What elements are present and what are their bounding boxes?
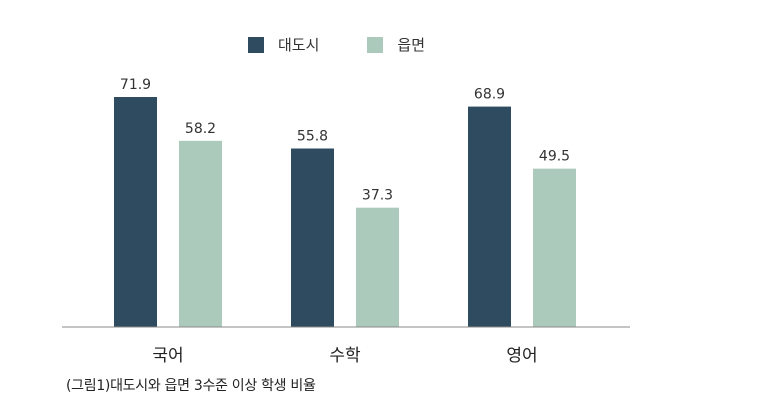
bar-group	[114, 97, 576, 327]
data-label-metro-0: 71.9	[120, 77, 151, 93]
bar-rural-2	[533, 168, 576, 327]
data-label-rural-0: 58.2	[185, 121, 216, 137]
legend-item-rural: 읍면	[367, 34, 425, 55]
data-label-metro-2: 68.9	[474, 87, 505, 103]
bar-rural-1	[356, 207, 399, 327]
bar-metro-1	[291, 148, 334, 327]
data-label-rural-2: 49.5	[539, 149, 570, 165]
legend-swatch-rural	[367, 36, 384, 53]
bar-rural-0	[179, 140, 222, 327]
category-label-2: 영어	[506, 346, 537, 366]
category-label-1: 수학	[329, 346, 361, 366]
figure-caption: (그림1)대도시와 읍면 3수준 이상 학생 비율	[66, 378, 316, 394]
bar-metro-2	[468, 106, 511, 327]
legend-swatch-metro	[248, 36, 264, 53]
legend-label-metro: 대도시	[278, 36, 320, 54]
legend-label-rural: 읍면	[397, 36, 426, 54]
data-label-rural-1: 37.3	[362, 188, 393, 204]
legend-item-metro: 대도시	[248, 34, 319, 55]
data-label-metro-1: 55.8	[297, 129, 328, 145]
legend: 대도시 읍면	[248, 34, 425, 55]
bar-metro-0	[114, 97, 157, 327]
category-label-0: 국어	[152, 346, 183, 366]
